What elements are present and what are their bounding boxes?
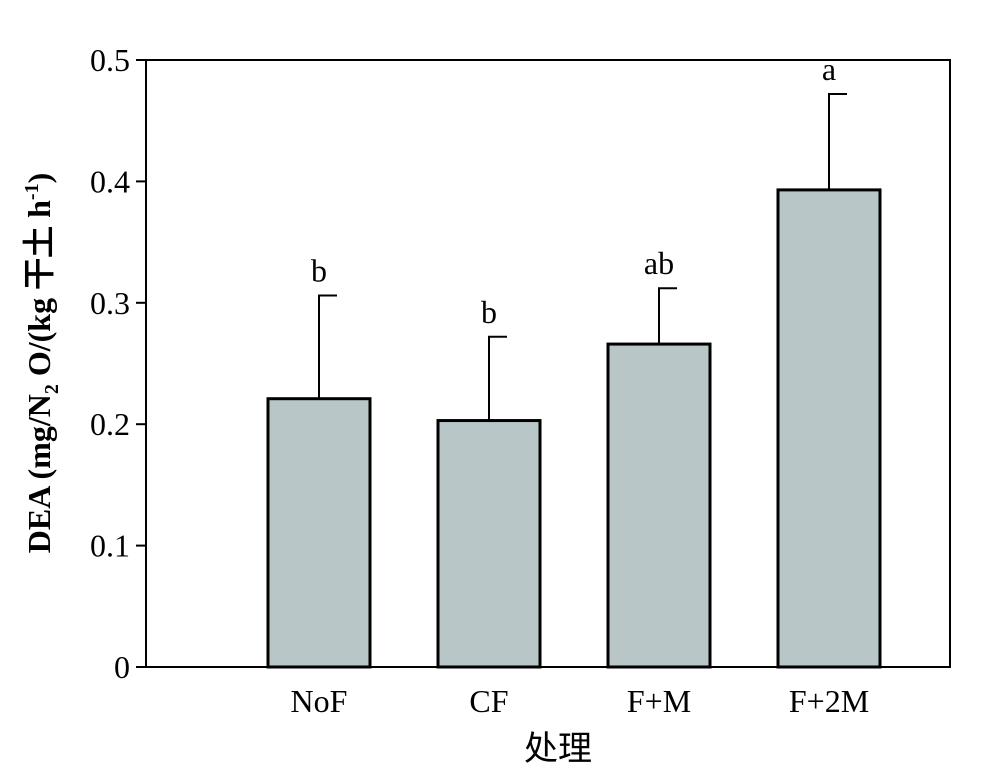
- y-label-subscript: 2: [41, 384, 63, 394]
- y-tick-label: 0.2: [90, 406, 130, 442]
- bar-f-2m: [776, 188, 882, 669]
- y-label-middle: O/(kg 干土 h: [21, 200, 57, 384]
- bar-nof: [266, 397, 372, 669]
- axes-layer: [145, 59, 951, 668]
- y-tick-label: 0.4: [90, 163, 130, 199]
- y-label-suffix: ): [21, 173, 57, 184]
- x-tick-label: F+2M: [789, 683, 869, 719]
- y-label-superscript: -1: [21, 183, 43, 200]
- y-tick-label: 0.5: [90, 42, 130, 78]
- significance-letter: b: [481, 294, 497, 330]
- x-tick-label: NoF: [291, 683, 348, 719]
- y-axis-label: DEA (mg/N2 O/(kg 干土 h-1): [21, 173, 63, 553]
- x-axis-label: 处理: [524, 731, 592, 768]
- significance-letter: b: [311, 253, 327, 289]
- significance-letters-layer: b b ab a: [311, 51, 836, 330]
- error-bars-layer: [318, 92, 847, 421]
- significance-letter: ab: [644, 245, 674, 281]
- y-ticks-layer: 0 0.1 0.2 0.3 0.4 0.5: [90, 42, 146, 685]
- y-tick-label: 0.3: [90, 285, 130, 321]
- x-tick-label: CF: [469, 683, 508, 719]
- y-tick-label: 0.1: [90, 528, 130, 564]
- significance-letter: a: [822, 51, 836, 87]
- bar-cf: [436, 419, 542, 669]
- x-tick-label: F+M: [627, 683, 691, 719]
- bars-layer: [266, 188, 882, 669]
- x-ticks-layer: NoF CF F+M F+2M: [291, 683, 870, 719]
- y-label-prefix: DEA (mg/N: [21, 394, 57, 553]
- plot-frame: [145, 59, 951, 668]
- bar-f-m: [606, 342, 712, 669]
- y-tick-label: 0: [114, 649, 130, 685]
